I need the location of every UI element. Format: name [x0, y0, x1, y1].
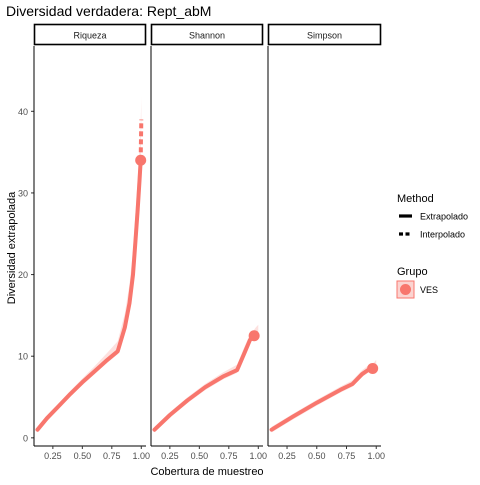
facet-panel-riqueza: Riqueza 0.25 0.50 0.75 1.00	[33, 23, 151, 461]
interpolated-line	[35, 158, 143, 432]
y-tick-label: 0	[23, 433, 28, 443]
legend-method-title: Method	[397, 193, 434, 205]
x-tick-label: 1.00	[367, 451, 385, 461]
facet-strip	[150, 23, 264, 46]
x-tick-label: 0.50	[191, 451, 209, 461]
observed-point	[135, 154, 147, 166]
facet-strip-label: Simpson	[307, 31, 342, 41]
x-axis-label: Cobertura de muestreo	[150, 466, 263, 478]
y-tick-label: 20	[18, 270, 28, 280]
x-tick-label: 0.50	[74, 451, 92, 461]
confidence-ribbon	[37, 96, 142, 433]
legend-label-ves: VES	[420, 285, 438, 295]
observed-point	[367, 362, 379, 374]
interpolated-line	[269, 366, 375, 432]
legend-key-ves-point	[400, 284, 411, 295]
interpolated-line	[152, 333, 257, 432]
facet-strip-label: Riqueza	[73, 31, 106, 41]
facet-panel-simpson: Simpson 0.25 0.50 0.75 1.00	[267, 23, 385, 461]
y-tick-label: 30	[18, 188, 28, 198]
x-tick-label: 0.75	[103, 451, 121, 461]
legend-label-extrapolado: Extrapolado	[420, 212, 468, 222]
x-tick-label: 1.00	[250, 451, 268, 461]
x-tick-label: 0.50	[308, 451, 326, 461]
legend-group-title: Grupo	[397, 266, 428, 278]
y-tick-label: 10	[18, 352, 28, 362]
observed-point	[248, 330, 260, 342]
x-tick-label: 1.00	[133, 451, 151, 461]
x-tick-label: 0.25	[44, 451, 62, 461]
y-axis-label: Diversidad extrapolada	[6, 191, 18, 304]
x-tick-label: 0.25	[278, 451, 296, 461]
legend: Method Extrapolado Interpolado Grupo VES	[396, 193, 468, 299]
y-tick-label: 40	[18, 107, 28, 117]
facet-strip	[33, 23, 147, 46]
facet-panel-shannon: Shannon 0.25 0.50 0.75 1.00	[150, 23, 268, 461]
chart-title: Diversidad verdadera: Rept_abM	[6, 3, 211, 19]
legend-label-interpolado: Interpolado	[420, 230, 465, 240]
x-tick-label: 0.75	[338, 451, 356, 461]
facet-strip-label: Shannon	[189, 31, 225, 41]
x-tick-label: 0.75	[220, 451, 238, 461]
extrapolated-line	[138, 119, 144, 161]
facet-strip	[267, 23, 382, 46]
x-tick-label: 0.25	[161, 451, 179, 461]
